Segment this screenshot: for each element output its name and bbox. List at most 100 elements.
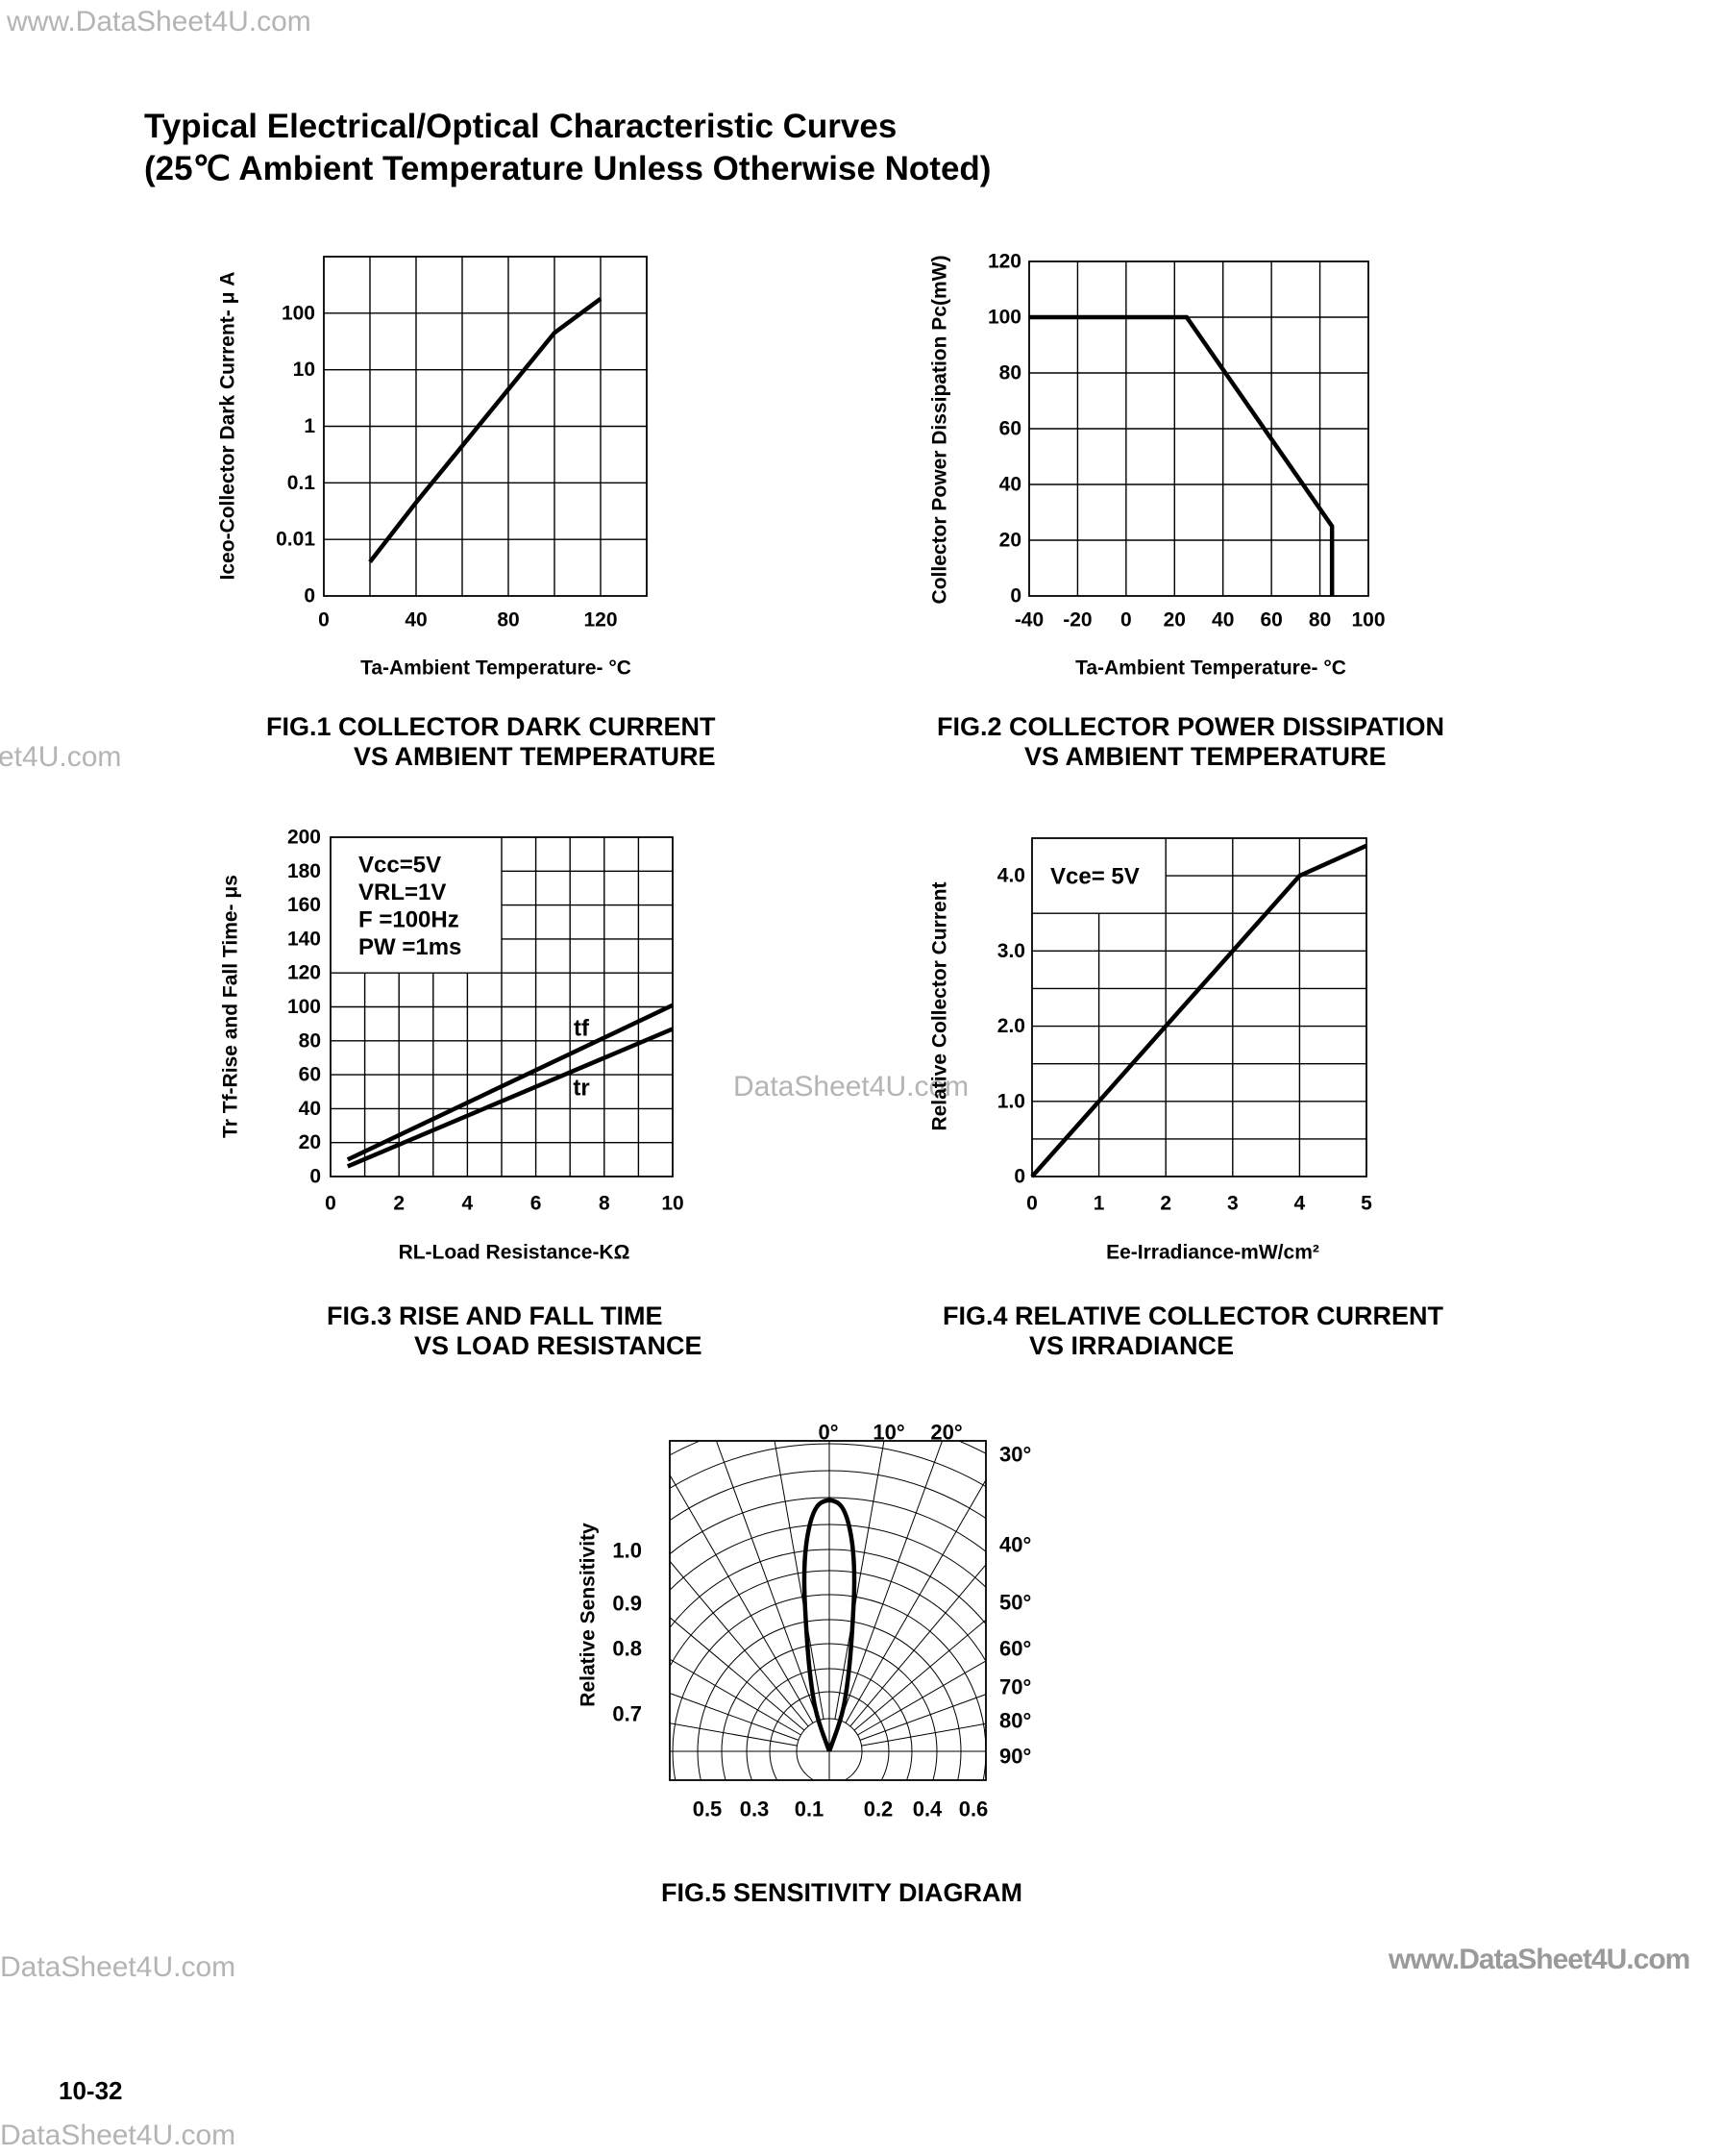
x-tick-label: 40 — [1212, 609, 1234, 632]
y-tick-label: 120 — [988, 251, 1021, 273]
x-tick-label: 60 — [1260, 609, 1282, 632]
y-tick-label: 20 — [999, 530, 1021, 552]
y-tick-label: 4.0 — [997, 865, 1025, 887]
radial-label: 0.7 — [612, 1702, 642, 1726]
radial-label: 0.9 — [612, 1592, 642, 1616]
y-tick-label: 0.1 — [287, 472, 316, 494]
y-axis-label: Tr Tf-Rise and Fall Time- μs — [220, 875, 242, 1138]
x-tick-label: 0 — [318, 609, 330, 632]
polar-grid-radial — [670, 1722, 798, 1747]
angle-label: 60° — [999, 1637, 1031, 1661]
y-tick-label: 200 — [287, 827, 321, 849]
x-axis-label: RL-Load Resistance-KΩ — [399, 1242, 630, 1264]
watermark-bottom-left: DataSheet4U.com — [0, 1951, 236, 1983]
y-tick-label: 0 — [1014, 1166, 1025, 1188]
polar-grid-radial — [857, 1660, 986, 1736]
y-tick-label: 80 — [299, 1029, 321, 1052]
y-tick-label: 140 — [287, 928, 321, 950]
watermark-left-mid: et4U.com — [0, 741, 122, 773]
polar-grid-radial — [861, 1722, 986, 1747]
polar-grid-radial — [845, 1478, 986, 1723]
x-tick-label: -40 — [1015, 609, 1044, 632]
angle-label: 10° — [873, 1421, 904, 1445]
chart-3: 0 2 4 6 8 10020406080100120140160180200RL-Loa… — [220, 827, 684, 1264]
x-tick-label: 20 — [1164, 609, 1186, 632]
annotation-text: PW =1ms — [358, 934, 461, 960]
y-tick-label: 100 — [282, 302, 315, 324]
x-tick-label: 1 — [1094, 1193, 1105, 1215]
y-tick-label: 40 — [299, 1098, 321, 1120]
x-tick-label: 10 — [661, 1193, 683, 1215]
series-line — [1030, 843, 1367, 1178]
fig2-caption-line1: FIG.2 COLLECTOR POWER DISSIPATION — [937, 712, 1445, 741]
y-tick-label: 1 — [304, 415, 315, 437]
polar-grid-radial — [670, 1474, 814, 1723]
x-tick-label: 40 — [405, 609, 427, 632]
x-tick-label: 2 — [1160, 1193, 1171, 1215]
y-tick-label: 40 — [999, 474, 1021, 496]
y-tick-label: 0.01 — [276, 529, 315, 551]
angle-label: 30° — [999, 1443, 1031, 1467]
angle-label: 80° — [999, 1709, 1031, 1733]
x-tick-label: 3 — [1227, 1193, 1239, 1215]
y-axis-label: Collector Power Dissipation Pc(mW) — [929, 256, 951, 605]
polar-grid-radial — [670, 1693, 800, 1741]
x-tick-label: 8 — [599, 1193, 610, 1215]
radial-label: 0.8 — [612, 1637, 642, 1661]
x-tick-label: 0 — [1026, 1193, 1038, 1215]
y-tick-label: 3.0 — [997, 940, 1025, 962]
polar-grid — [670, 1441, 986, 1780]
fig1-caption-line2: VS AMBIENT TEMPERATURE — [354, 742, 716, 771]
y-tick-label: 160 — [287, 894, 321, 916]
polar-grid-radial — [715, 1441, 819, 1722]
x-tick-label: 5 — [1361, 1193, 1372, 1215]
sensitivity-lobe — [801, 1498, 857, 1752]
polar-grid-radial — [834, 1441, 885, 1720]
x-tick-label: 6 — [530, 1193, 542, 1215]
fig3-caption-line1: FIG.3 RISE AND FALL TIME — [327, 1301, 663, 1330]
y-tick-label: 120 — [287, 962, 321, 984]
annotation-text: Vce= 5V — [1050, 864, 1140, 890]
bottom-scale-label: 0.2 — [864, 1797, 894, 1821]
bottom-scale-label: 0.1 — [795, 1797, 824, 1821]
y-tick-label: 0 — [309, 1166, 321, 1188]
angle-label: 20° — [930, 1421, 962, 1445]
x-tick-label: 4 — [462, 1193, 474, 1215]
x-tick-label: 80 — [497, 609, 519, 632]
bottom-scale-label: 0.6 — [959, 1797, 989, 1821]
bottom-scale-label: 0.3 — [740, 1797, 770, 1821]
y-tick-label: 60 — [299, 1064, 321, 1086]
series-line — [1029, 314, 1335, 596]
annotation-text: VRL=1V — [358, 880, 446, 905]
polar-grid-radial — [853, 1619, 986, 1731]
chart-4: 0 1 2 3 4 5 0 1.0 2.0 3.0 4.0 Ee-Irradiance-mW/cm² R… — [929, 837, 1372, 1264]
fig4-caption-line2: VS IRRADIANCE — [1029, 1331, 1235, 1360]
chart-1: 0 40 80 120 0 0.01 0.1 1 10 100 Ta-Ambient Tempera… — [217, 256, 648, 680]
bottom-scale-label: 0.5 — [693, 1797, 723, 1821]
watermark-bottom-right: www.DataSheet4U.com — [1389, 1944, 1690, 1975]
polar-grid-radial — [670, 1617, 805, 1731]
y-tick-label: 60 — [999, 418, 1021, 440]
annotation-text: F =100Hz — [358, 907, 459, 933]
angle-label: 40° — [999, 1533, 1031, 1557]
plot-frame — [669, 1440, 987, 1781]
angle-label: 90° — [999, 1745, 1031, 1769]
angle-label: 70° — [999, 1675, 1031, 1699]
y-tick-label: 100 — [988, 307, 1021, 329]
chart-2: -40 -20 0 20 40 60 80 100 0 20 40 60 80 100 120 Ta-Ambi… — [929, 251, 1386, 680]
y-tick-label: 2.0 — [997, 1015, 1025, 1037]
y-axis-label: Relative Collector Current — [929, 881, 951, 1130]
plot-frame — [1028, 260, 1369, 597]
polar-grid-radial — [774, 1441, 824, 1720]
fig4-caption-line1: FIG.4 RELATIVE COLLECTOR CURRENT — [943, 1301, 1444, 1330]
y-axis-label: Iceo-Collector Dark Current- μ A — [217, 272, 239, 581]
page-title-line2: (25℃ Ambient Temperature Unless Otherwis… — [144, 150, 992, 187]
plot-frame — [1031, 837, 1367, 1177]
plot-frame — [323, 256, 648, 597]
polar-grid-radial — [859, 1694, 986, 1741]
series-line-tr — [346, 1027, 674, 1169]
series-line-tf — [346, 1003, 674, 1162]
x-tick-label: 2 — [393, 1193, 405, 1215]
angle-label: 0° — [818, 1421, 838, 1445]
